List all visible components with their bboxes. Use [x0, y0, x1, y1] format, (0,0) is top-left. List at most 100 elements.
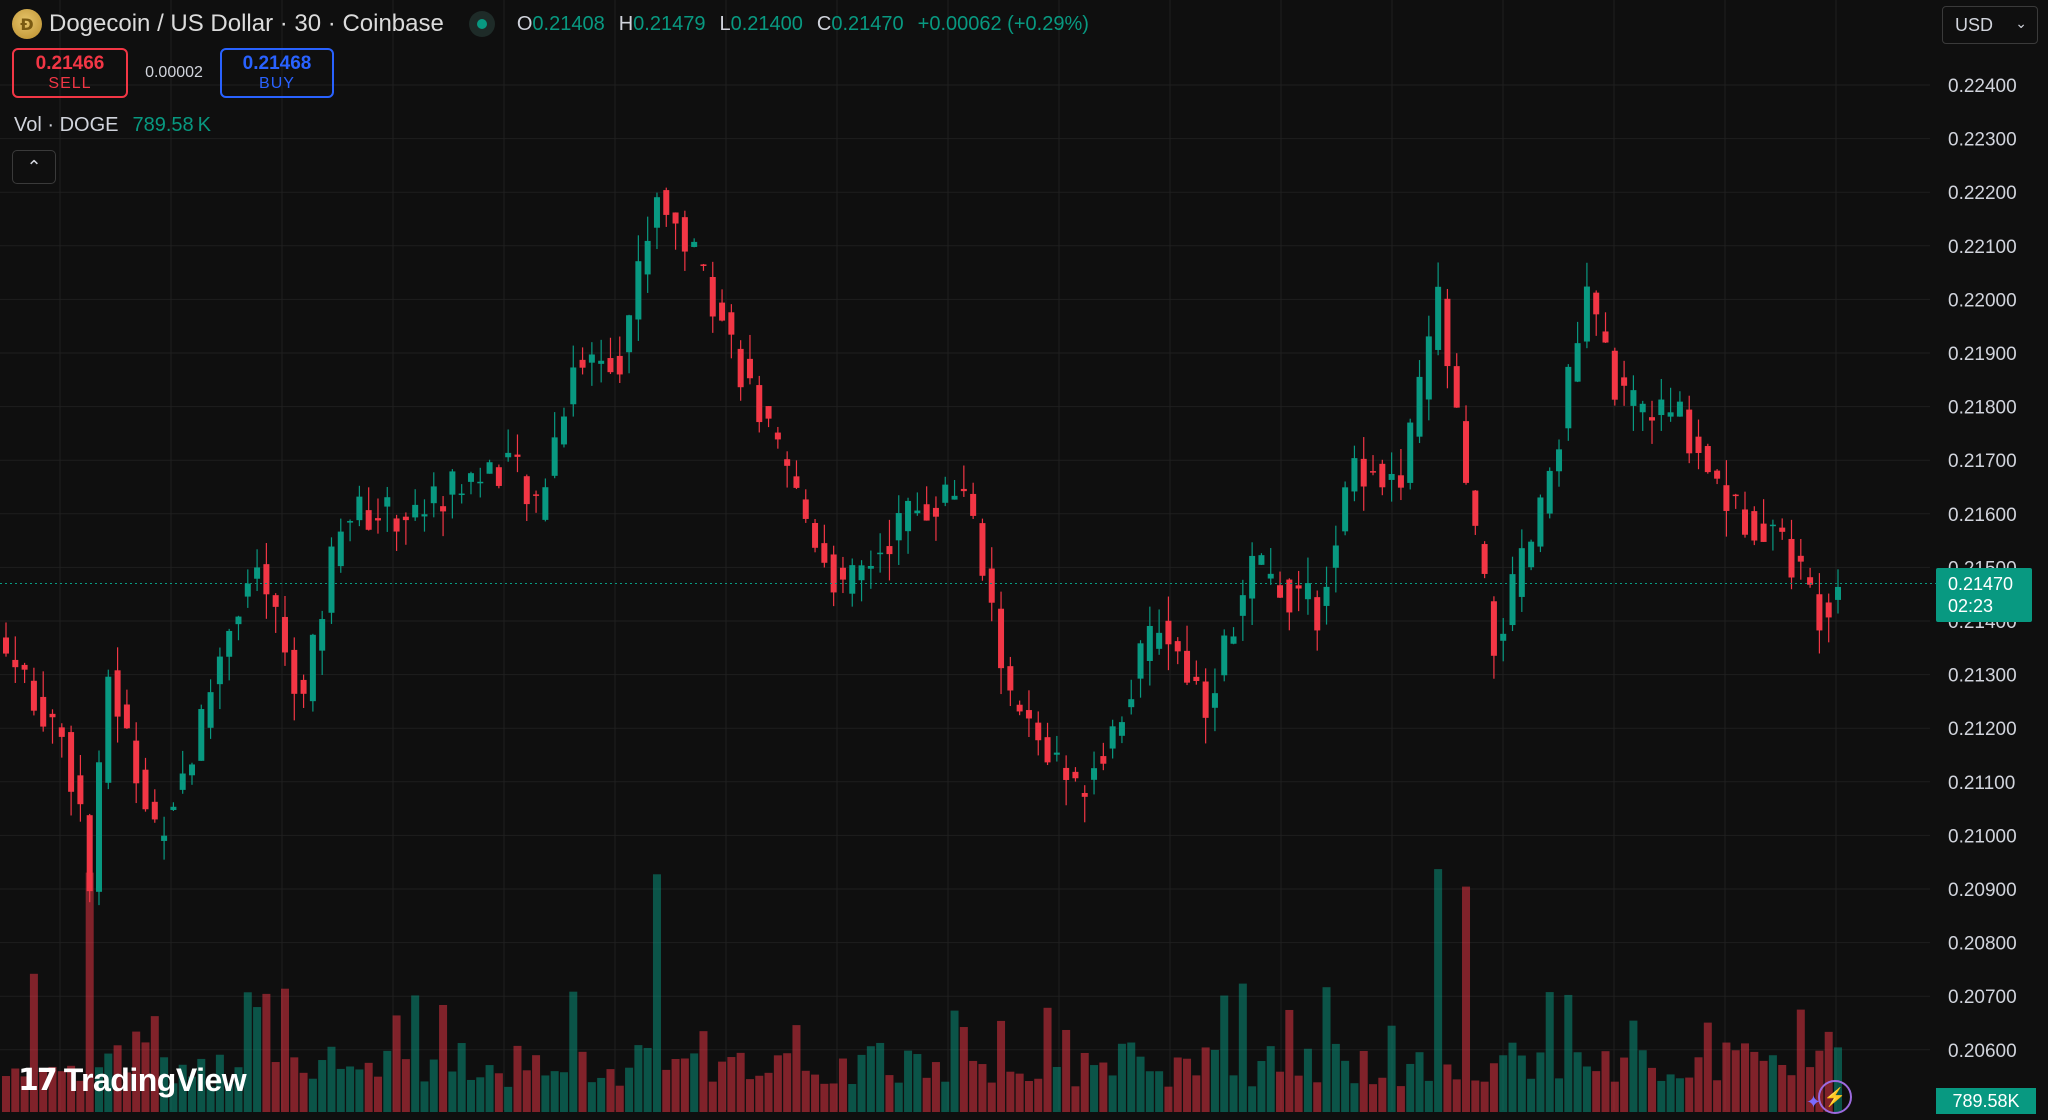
volume-bar [1675, 1078, 1684, 1112]
volume-bar [1257, 1061, 1266, 1112]
volume-bar [1545, 992, 1554, 1112]
candle-body [1816, 594, 1823, 631]
candle-body [570, 367, 577, 405]
volume-bar [1620, 1057, 1629, 1112]
buy-button[interactable]: 0.21468 BUY [220, 48, 334, 98]
volume-bar [1638, 1050, 1647, 1112]
candle-body [458, 493, 465, 496]
candle-body [1714, 470, 1721, 479]
volume-bar [1145, 1071, 1154, 1112]
volume-bar [1043, 1007, 1052, 1112]
last-price-value: 0.21470 [1948, 574, 2014, 594]
candle-body [1490, 601, 1497, 656]
candle-body [291, 649, 298, 694]
volume-bar [355, 1069, 364, 1112]
volume-bar [690, 1053, 699, 1112]
volume-bar [1378, 1077, 1387, 1112]
volume-bar [1824, 1031, 1833, 1112]
candle-body [319, 619, 326, 651]
y-tick-label: 0.21100 [1948, 773, 2015, 794]
volume-bar [290, 1057, 299, 1112]
volume-label: Vol · DOGE [14, 114, 119, 136]
candle-body [858, 565, 865, 581]
volume-bar [178, 1064, 187, 1112]
candle-body [1797, 555, 1804, 562]
y-tick-label: 0.20600 [1948, 1041, 2017, 1062]
sell-price: 0.21466 [35, 53, 105, 74]
symbol-title[interactable]: Dogecoin / US Dollar · 30 · Coinbase [49, 10, 444, 37]
volume-bar [876, 1042, 885, 1112]
sell-label: SELL [48, 75, 92, 92]
volume-bar [271, 1062, 280, 1112]
volume-bar [364, 1062, 373, 1112]
y-tick-label: 0.21900 [1948, 344, 2017, 365]
candle-body [663, 190, 670, 215]
ohlc-legend: O 0.21408 H 0.21479 L 0.21400 C 0.21470 +0.0… [517, 13, 1089, 36]
y-tick-label: 0.21600 [1948, 505, 2017, 526]
tradingview-logo[interactable]: 17 TradingView [18, 1062, 247, 1099]
close-label: C [816, 12, 832, 35]
volume-bar [327, 1046, 336, 1112]
volume-bar [1303, 1048, 1312, 1112]
volume-bar [559, 1072, 568, 1112]
y-tick-label: 0.22200 [1948, 183, 2017, 204]
volume-bar [439, 1005, 448, 1112]
candle-body [1583, 286, 1590, 342]
volume-bar [392, 1015, 401, 1112]
y-tick-label: 0.21300 [1948, 666, 2017, 687]
volume-bar [1759, 1060, 1768, 1112]
candle-body [1193, 676, 1200, 681]
candle-body [626, 315, 633, 353]
candle-body [1072, 771, 1079, 779]
candle-body [886, 546, 893, 555]
volume-bar [1666, 1074, 1675, 1112]
candle-body [970, 493, 977, 516]
volume-bar [1452, 1079, 1461, 1112]
candle-body [756, 385, 763, 423]
volume-bar [1527, 1078, 1536, 1112]
volume-bar [20, 1076, 29, 1112]
volume-bar [383, 1050, 392, 1112]
volume-tag: 789.58K [1936, 1088, 2036, 1114]
candle-body [709, 276, 716, 317]
open-label: O [516, 12, 533, 35]
y-tick-label: 0.20800 [1948, 934, 2017, 955]
volume-bar [634, 1045, 643, 1112]
candle-body [1630, 390, 1637, 406]
candle-body [402, 516, 409, 521]
candle-body [58, 727, 65, 737]
volume-bar [113, 1045, 122, 1112]
volume-value: 789.58 K [132, 114, 211, 136]
candle-body [309, 634, 316, 702]
collapse-legend-button[interactable]: ⌃ [12, 150, 56, 184]
candle-body [1732, 494, 1739, 497]
volume-bar [764, 1072, 773, 1112]
candle-body [1202, 681, 1209, 718]
volume-bar [1471, 1080, 1480, 1112]
candle-body [1723, 485, 1730, 511]
sell-button[interactable]: 0.21466 SELL [12, 48, 128, 98]
volume-bar [1778, 1065, 1787, 1112]
volume-bar [904, 1050, 913, 1112]
volume-bar [1313, 1082, 1322, 1112]
lightning-icon[interactable]: ⚡ [1818, 1080, 1852, 1114]
candle-body [95, 762, 102, 892]
volume-legend[interactable]: Vol · DOGE 789.58 K [14, 114, 211, 137]
candle-body [672, 212, 679, 224]
candle-body [384, 497, 391, 507]
currency-select[interactable]: USD ⌄ [1942, 6, 2038, 44]
candle-body [988, 568, 995, 603]
candle-body [1239, 595, 1246, 616]
candle-body [1007, 666, 1014, 691]
candle-body [1500, 633, 1507, 641]
market-status-icon[interactable] [468, 11, 495, 37]
volume-bar [745, 1079, 754, 1112]
candle-body [635, 261, 642, 320]
candle-body [105, 676, 112, 783]
candle-body [932, 507, 939, 517]
candle-body [1639, 403, 1646, 413]
candle-body [1621, 377, 1628, 386]
candle-body [198, 709, 205, 761]
